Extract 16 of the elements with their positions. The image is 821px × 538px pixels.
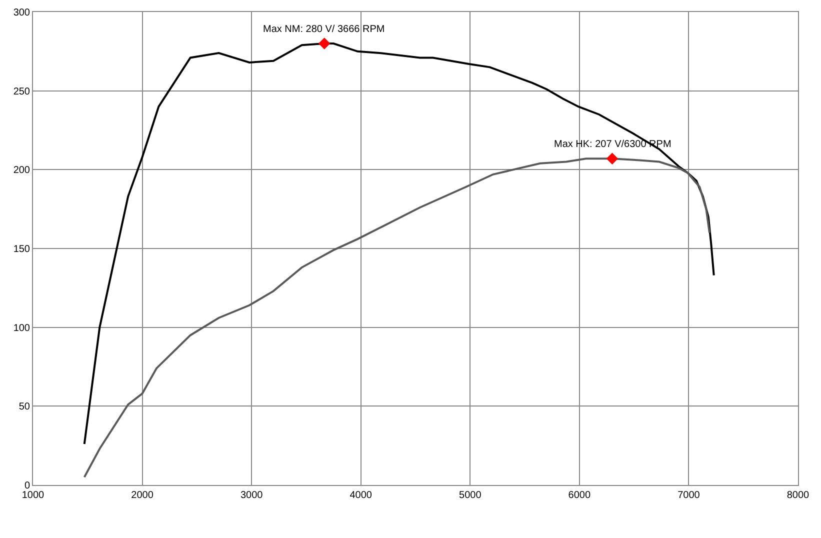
x-tick-label: 5000 [459,490,482,501]
x-tick-label: 4000 [350,490,372,501]
y-tick-label: 250 [13,86,30,98]
x-tick-label: 7000 [678,490,700,501]
y-tick-label: 100 [13,322,30,334]
x-tick-label: 6000 [568,490,591,501]
y-tick-label: 0 [24,480,30,492]
x-tick-label: 2000 [131,490,154,501]
y-tick-label: 150 [13,244,30,255]
x-tick-label: 3000 [240,490,264,501]
x-tick-label: 8000 [786,490,810,501]
y-tick-label: 200 [13,165,30,176]
y-tick-label: 300 [13,8,30,18]
annotation: Max NM: 280 V/ 3666 RPM [263,24,385,35]
x-tick-label: 1000 [22,490,45,501]
y-tick-label: 50 [18,402,30,413]
